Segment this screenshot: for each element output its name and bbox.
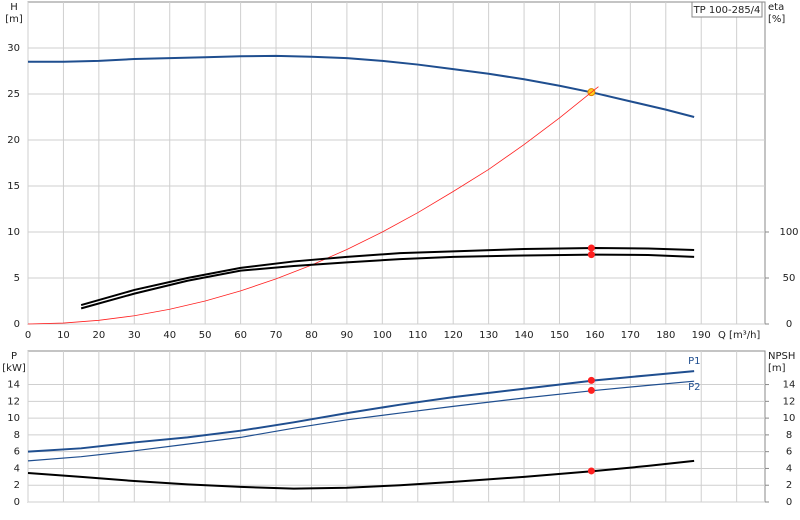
x-tick-label: 10: [57, 330, 70, 341]
x-tick-label: 60: [234, 330, 247, 341]
y-axis-label: H: [10, 2, 18, 13]
y-axis-unit: [m]: [5, 14, 23, 25]
series-label: P2: [688, 382, 700, 393]
x-tick-label: 70: [270, 330, 283, 341]
y2-tick-label: 2: [786, 480, 792, 491]
curve: [27, 86, 599, 325]
x-tick-label: 130: [479, 330, 498, 341]
y2-tick-label: 50: [783, 273, 796, 284]
x-tick-label: 160: [585, 330, 604, 341]
curve: [27, 370, 695, 453]
y2-tick-label: 12: [783, 396, 796, 407]
plot-frame: [27, 1, 766, 325]
y-tick-label: 15: [7, 181, 20, 192]
y-axis-label: P: [11, 351, 17, 362]
operating-point: [587, 376, 595, 384]
x-tick-label: 90: [341, 330, 354, 341]
operating-point: [587, 251, 595, 259]
x-tick-label: 150: [550, 330, 569, 341]
y-tick-label: 20: [7, 135, 20, 146]
x-tick-label: 110: [408, 330, 427, 341]
x-tick-label: 120: [444, 330, 463, 341]
curve: [27, 380, 695, 462]
y-tick-label: 0: [14, 497, 20, 508]
x-tick-label: 80: [305, 330, 318, 341]
y-tick-label: 30: [7, 43, 20, 54]
curve: [80, 253, 695, 310]
y-tick-label: 2: [14, 480, 20, 491]
y-tick-label: 12: [7, 396, 20, 407]
y2-tick-label: 4: [786, 463, 792, 474]
curve: [80, 247, 695, 307]
y2-axis-unit: [m]: [768, 363, 786, 374]
y2-tick-label: 14: [783, 380, 796, 391]
y2-axis-unit: [%]: [768, 14, 785, 25]
y-tick-label: 25: [7, 89, 20, 100]
y-axis-unit: [kW]: [2, 363, 26, 374]
operating-point: [587, 386, 595, 394]
x-tick-label: 40: [163, 330, 176, 341]
pump-label-box: [691, 1, 763, 18]
y-tick-label: 14: [7, 380, 20, 391]
pump-label: TP 100-285/4: [693, 5, 761, 16]
y2-tick-label: 8: [786, 430, 792, 441]
y-tick-label: 10: [7, 227, 20, 238]
y2-axis-label: eta: [768, 2, 784, 13]
y2-tick-label: 10: [783, 413, 796, 424]
operating-point: [587, 467, 595, 475]
y2-tick-label: 0: [786, 497, 792, 508]
y-tick-label: 6: [14, 447, 20, 458]
y2-axis-label: NPSH: [768, 351, 795, 362]
y-tick-label: 10: [7, 413, 20, 424]
series-label: P1: [688, 356, 700, 367]
y-tick-label: 4: [14, 463, 20, 474]
y-tick-label: 0: [14, 319, 20, 330]
x-tick-label: 20: [92, 330, 105, 341]
x-tick-label: 0: [25, 330, 31, 341]
x-tick-label: 100: [373, 330, 392, 341]
curve: [27, 459, 695, 490]
x-tick-label: 180: [656, 330, 675, 341]
y2-tick-label: 100: [779, 227, 798, 238]
x-tick-label: 170: [621, 330, 640, 341]
x-tick-label: 140: [515, 330, 534, 341]
y-tick-label: 5: [14, 273, 20, 284]
y-tick-label: 8: [14, 430, 20, 441]
y2-tick-label: 0: [786, 319, 792, 330]
x-axis-label: Q [m³/h]: [718, 330, 760, 341]
plot-frame: [27, 350, 766, 503]
curve: [28, 54, 695, 118]
operating-point: [587, 244, 595, 252]
y2-tick-label: 6: [786, 447, 792, 458]
x-tick-label: 50: [199, 330, 212, 341]
x-tick-label: 30: [128, 330, 141, 341]
x-tick-label: 190: [692, 330, 711, 341]
